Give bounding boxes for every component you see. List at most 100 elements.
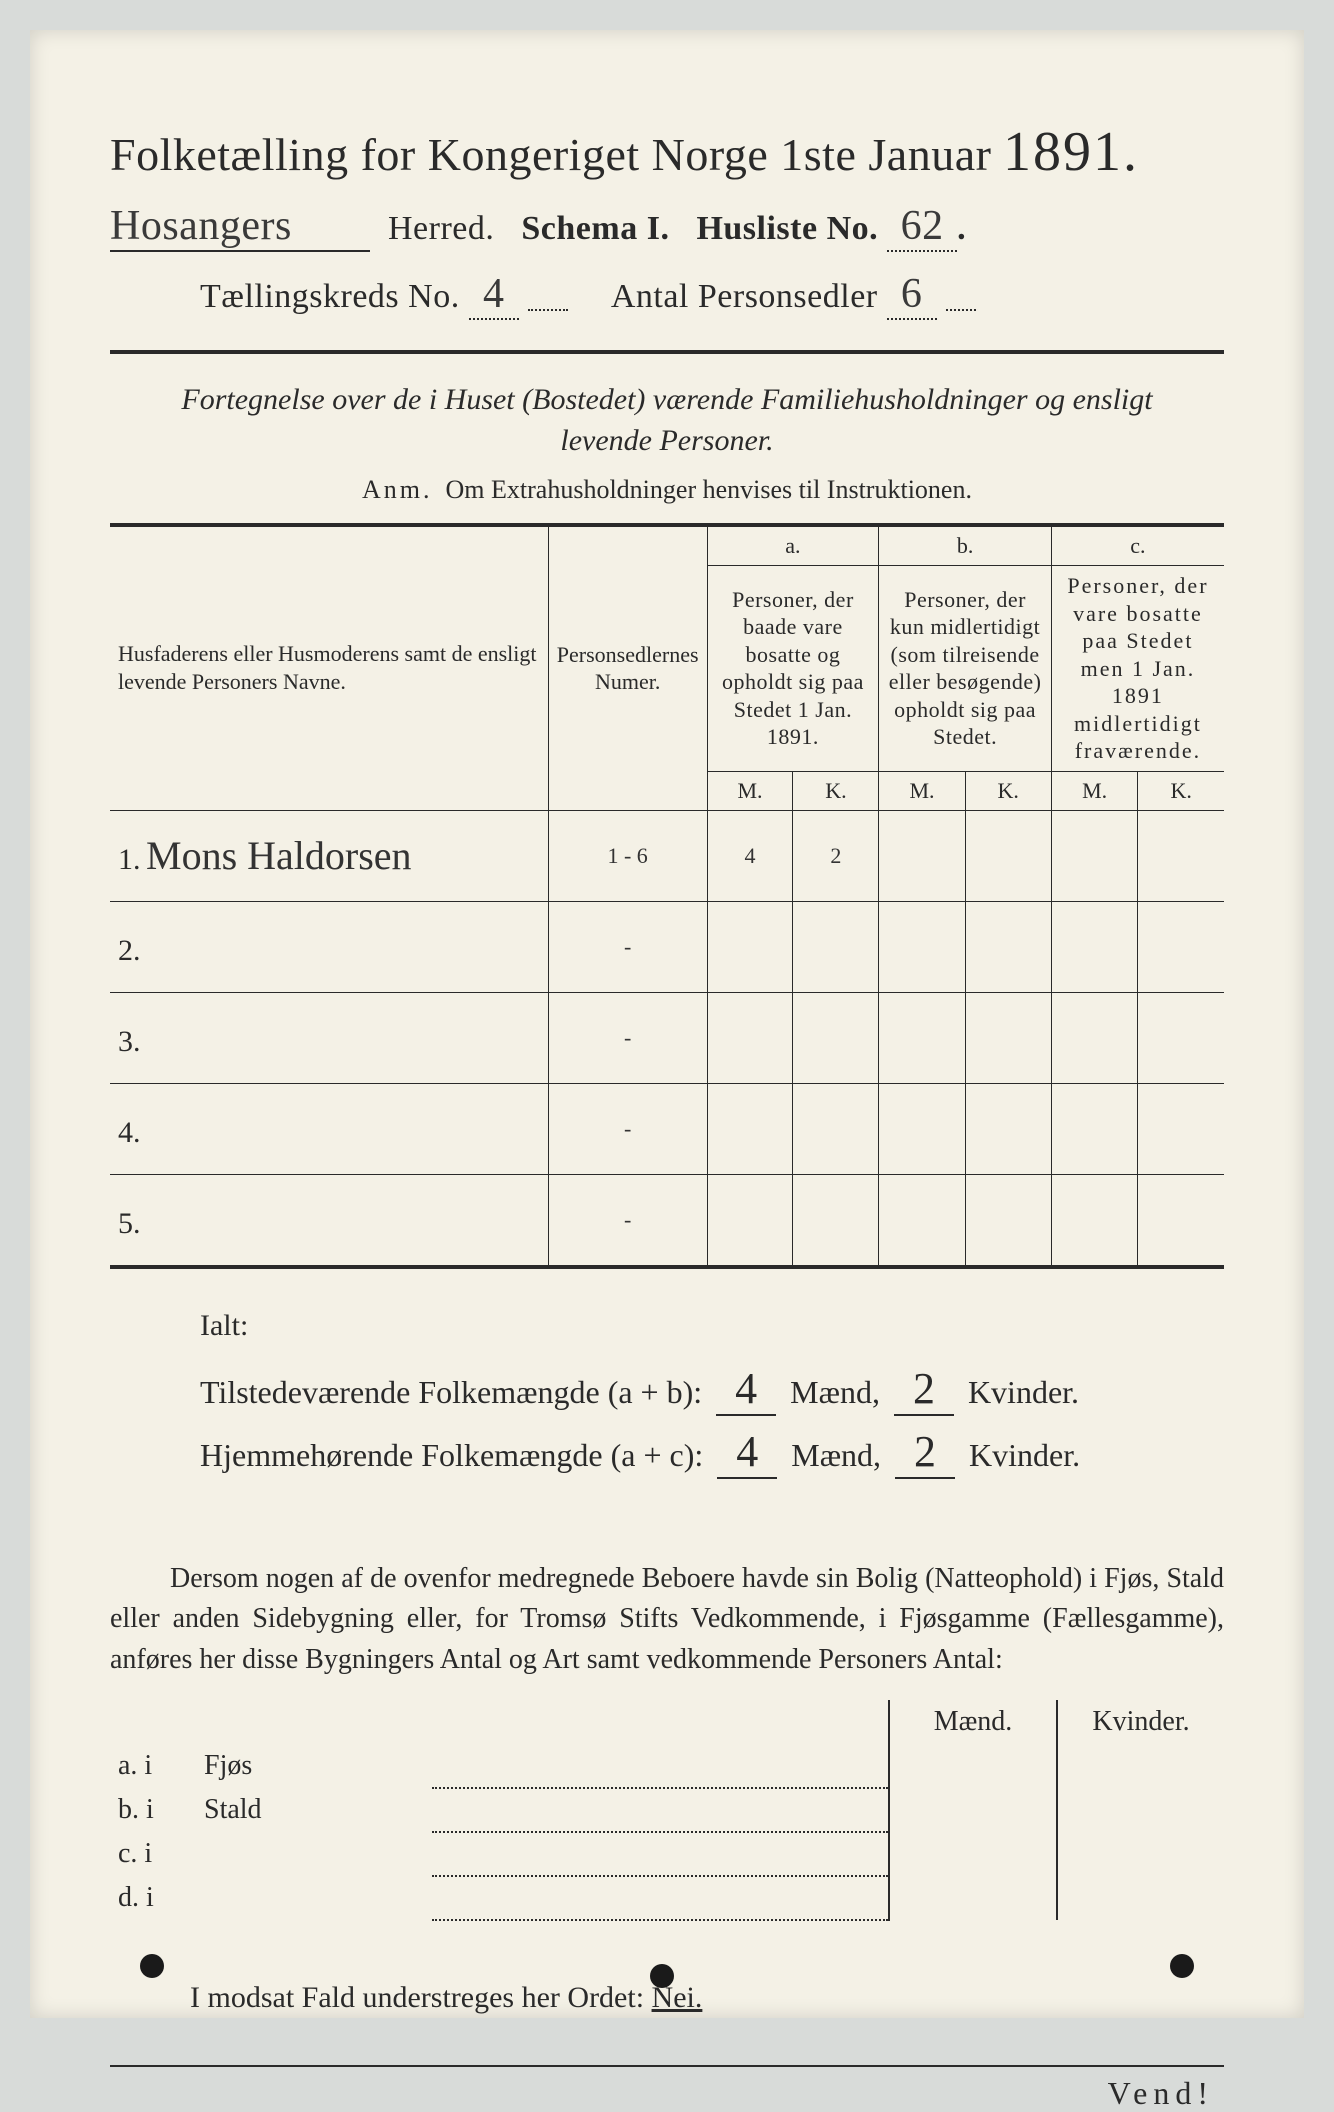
bt-key: d. i <box>110 1876 196 1920</box>
dersom-paragraph: Dersom nogen af de ovenfor medregnede Be… <box>110 1559 1224 1681</box>
col-a-k: K. <box>793 771 879 810</box>
table-row: 4. - <box>110 1083 1224 1174</box>
building-row: c. i <box>110 1832 1224 1876</box>
row-num: - <box>548 901 707 992</box>
col-c-k: K. <box>1138 771 1224 810</box>
kreds-label: Tællingskreds No. <box>200 278 460 315</box>
ialt-maend: Mænd, <box>790 1374 880 1410</box>
table-row: 2. - <box>110 901 1224 992</box>
col-c-text: Personer, der vare bosatte paa Stedet me… <box>1051 566 1224 772</box>
schema-label: Schema I. <box>521 210 669 247</box>
bt-maend: Mænd. <box>889 1700 1057 1744</box>
divider <box>110 350 1224 354</box>
ialt-ab-m: 4 <box>716 1363 776 1416</box>
table-row: 5. - <box>110 1174 1224 1267</box>
kreds-no: 4 <box>469 270 519 320</box>
col-c-label: c. <box>1051 525 1224 566</box>
row-b-m <box>879 901 965 992</box>
title-year: 1891. <box>1003 121 1139 183</box>
col-header-name: Husfaderens eller Husmoderens samt de en… <box>110 525 548 810</box>
row-b-m <box>879 992 965 1083</box>
anm-line: Anm. Om Extrahusholdninger henvises til … <box>110 475 1224 505</box>
modsat-text: I modsat Fald understreges her Ordet: <box>190 1981 644 2014</box>
ialt-kvinder2: Kvinder. <box>969 1437 1080 1473</box>
col-a-label: a. <box>707 525 879 566</box>
header-row-2: Hosangers Herred. Schema I. Husliste No.… <box>110 202 1224 252</box>
ialt-ac-k: 2 <box>895 1426 955 1479</box>
antal-no: 6 <box>887 270 937 320</box>
ialt-row-ab: Tilstedeværende Folkemængde (a + b): 4 M… <box>200 1363 1224 1416</box>
row-a-m <box>707 901 793 992</box>
row-c-m <box>1051 810 1138 901</box>
anm-label: Anm. <box>362 475 433 504</box>
ialt-kvinder: Kvinder. <box>968 1374 1079 1410</box>
row-b-k <box>965 810 1051 901</box>
building-row: a. iFjøs <box>110 1744 1224 1788</box>
col-b-k: K. <box>965 771 1051 810</box>
col-a-m: M. <box>707 771 793 810</box>
row-c-m <box>1051 1083 1138 1174</box>
bt-label: Stald <box>196 1788 432 1832</box>
row-a-k: 2 <box>793 810 879 901</box>
building-row: d. i <box>110 1876 1224 1920</box>
row-name: Mons Haldorsen <box>146 833 412 878</box>
col-b-m: M. <box>879 771 965 810</box>
bt-m <box>889 1832 1057 1876</box>
col-header-num: Personsedlernes Numer. <box>548 525 707 810</box>
row-c-m <box>1051 901 1138 992</box>
bt-k <box>1057 1832 1224 1876</box>
row-num: 1 - 6 <box>548 810 707 901</box>
herred-handwritten: Hosangers <box>110 202 370 252</box>
bt-dots <box>432 1744 889 1788</box>
table-row: 1. Mons Haldorsen1 - 642 <box>110 810 1224 901</box>
row-cell: 4. <box>110 1083 548 1174</box>
ialt-ab-label: Tilstedeværende Folkemængde (a + b): <box>200 1374 702 1411</box>
col-c-m: M. <box>1051 771 1138 810</box>
row-a-m <box>707 992 793 1083</box>
row-b-m <box>879 1083 965 1174</box>
subtitle-line2: levende Personer. <box>560 424 773 457</box>
punch-hole <box>1170 1954 1194 1978</box>
row-num: - <box>548 992 707 1083</box>
husliste-no: 62 <box>887 202 957 252</box>
row-c-k <box>1138 992 1224 1083</box>
ialt-ac-label: Hjemmehørende Folkemængde (a + c): <box>200 1437 703 1474</box>
census-table: Husfaderens eller Husmoderens samt de en… <box>110 523 1224 1269</box>
row-a-k <box>793 992 879 1083</box>
row-cell: 1. Mons Haldorsen <box>110 810 548 901</box>
ialt-row-ac: Hjemmehørende Folkemængde (a + c): 4 Mæn… <box>200 1426 1224 1479</box>
bt-key: c. i <box>110 1832 196 1876</box>
scanned-page: Folketælling for Kongeriget Norge 1ste J… <box>30 30 1304 2018</box>
row-a-k <box>793 901 879 992</box>
row-number: 4. <box>118 1116 141 1149</box>
ialt-maend2: Mænd, <box>791 1437 881 1473</box>
row-a-m <box>707 1174 793 1267</box>
herred-label: Herred. <box>388 210 494 247</box>
row-a-k <box>793 1174 879 1267</box>
row-b-k <box>965 1083 1051 1174</box>
bt-key: a. i <box>110 1744 196 1788</box>
title-text: Folketælling for Kongeriget Norge 1ste J… <box>110 129 991 180</box>
row-num: - <box>548 1174 707 1267</box>
vend-label: Vend! <box>110 2075 1224 2112</box>
row-number: 5. <box>118 1207 141 1240</box>
bt-dots <box>432 1832 889 1876</box>
ialt-ab-k: 2 <box>894 1363 954 1416</box>
row-cell: 5. <box>110 1174 548 1267</box>
ialt-ac-m: 4 <box>717 1426 777 1479</box>
row-c-m <box>1051 992 1138 1083</box>
building-row: b. iStald <box>110 1788 1224 1832</box>
row-c-k <box>1138 810 1224 901</box>
subtitle-line1: Fortegnelse over de i Huset (Bostedet) v… <box>181 383 1152 416</box>
row-number: 2. <box>118 934 141 967</box>
row-number: 3. <box>118 1025 141 1058</box>
bt-m <box>889 1876 1057 1920</box>
bt-m <box>889 1788 1057 1832</box>
row-num: - <box>548 1083 707 1174</box>
row-cell: 2. <box>110 901 548 992</box>
ialt-label: Ialt: <box>200 1309 1224 1343</box>
row-c-k <box>1138 1083 1224 1174</box>
bottom-rule <box>110 2065 1224 2067</box>
row-number: 1. <box>118 843 141 876</box>
punch-hole <box>650 1964 674 1988</box>
